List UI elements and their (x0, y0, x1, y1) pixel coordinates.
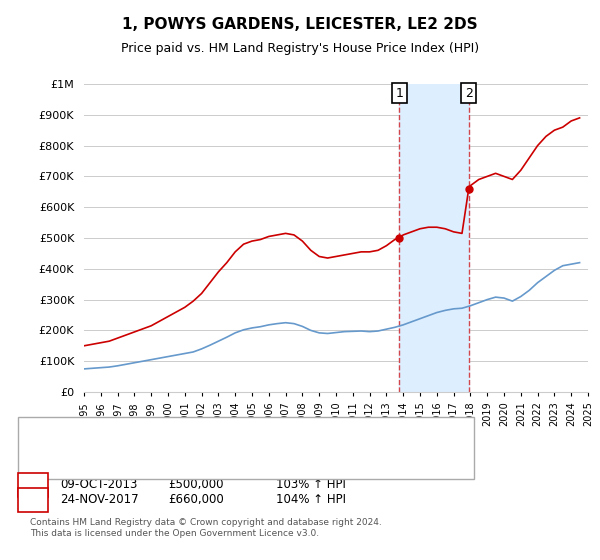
Bar (400, 84, 469, 392)
Text: 1, POWYS GARDENS, LEICESTER, LE2 2DS (detached house): 1, POWYS GARDENS, LEICESTER, LE2 2DS (de… (72, 427, 407, 437)
Text: 104% ↑ HPI: 104% ↑ HPI (276, 493, 346, 506)
Text: 1: 1 (395, 87, 403, 100)
Text: £500,000: £500,000 (168, 478, 224, 491)
Text: 2: 2 (465, 87, 473, 100)
Text: 1, POWYS GARDENS, LEICESTER, LE2 2DS: 1, POWYS GARDENS, LEICESTER, LE2 2DS (122, 17, 478, 32)
Text: Price paid vs. HM Land Registry's House Price Index (HPI): Price paid vs. HM Land Registry's House … (121, 42, 479, 55)
Text: Contains HM Land Registry data © Crown copyright and database right 2024.
This d: Contains HM Land Registry data © Crown c… (30, 518, 382, 538)
Text: 24-NOV-2017: 24-NOV-2017 (60, 493, 139, 506)
Text: 09-OCT-2013: 09-OCT-2013 (60, 478, 137, 491)
Text: 2: 2 (29, 493, 37, 506)
Text: 103% ↑ HPI: 103% ↑ HPI (276, 478, 346, 491)
Text: £660,000: £660,000 (168, 493, 224, 506)
Text: HPI: Average price, detached house, Oadby and Wigston: HPI: Average price, detached house, Oadb… (72, 443, 388, 453)
Text: 1: 1 (29, 478, 37, 491)
